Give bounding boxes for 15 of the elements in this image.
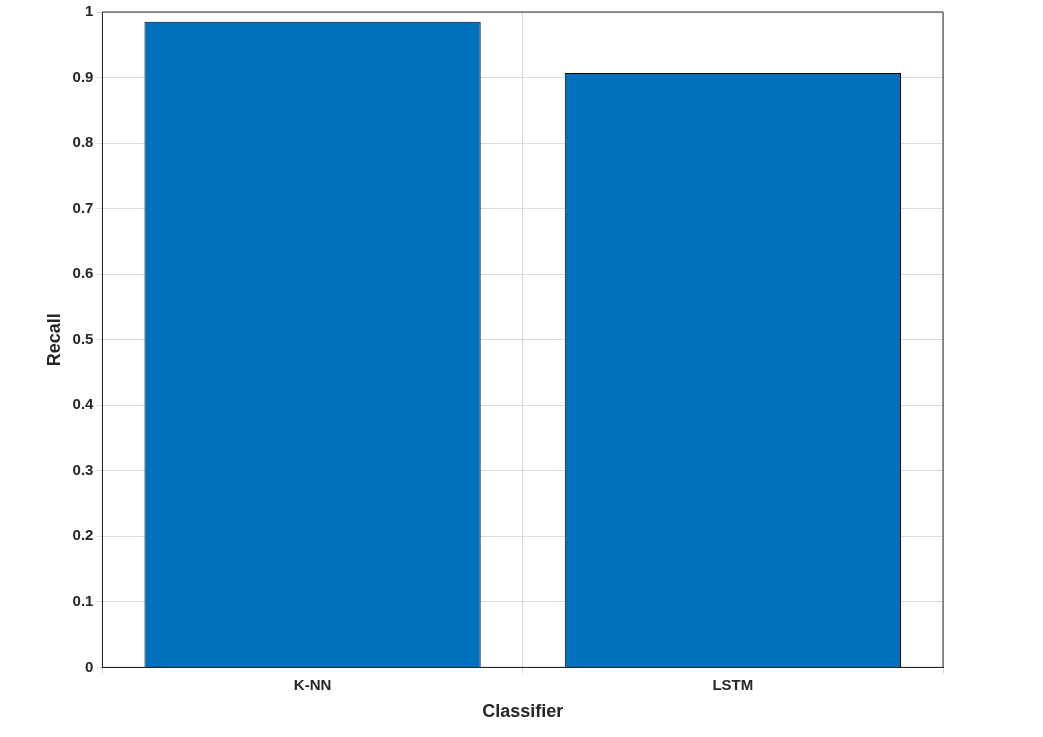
y-tick-label: 0.9 [72, 67, 94, 85]
y-tick-label: 0.2 [72, 526, 94, 544]
y-tick-label: 0.7 [72, 198, 94, 216]
y-tick-label: 0.3 [72, 460, 94, 478]
y-tick-label: 0.8 [72, 133, 94, 151]
y-tick-label: 0.6 [72, 264, 94, 282]
y-tick-label: 1 [85, 2, 94, 20]
x-axis-title: Classifier [482, 701, 564, 722]
x-tick-label: LSTM [712, 675, 754, 693]
y-tick-label: 0 [85, 657, 94, 675]
y-tick-label: 0.5 [72, 329, 94, 347]
y-tick-label: 0.1 [72, 592, 94, 609]
x-tick-label: K-NN [293, 675, 332, 693]
y-axis-title: Recall [43, 313, 64, 367]
y-tick-label: 0.4 [72, 395, 95, 413]
